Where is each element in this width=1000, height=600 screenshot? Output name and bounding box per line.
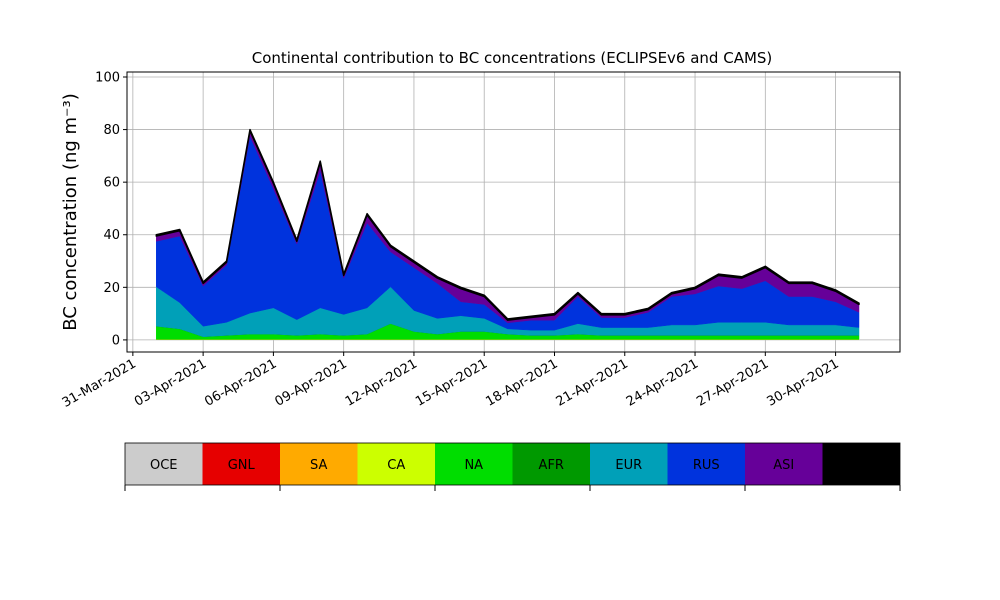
legend-swatch [512,443,590,485]
y-tick-label: 100 [95,70,120,85]
legend-label: ASI [773,458,794,473]
legend-swatch [280,443,358,485]
chart-title: Continental contribution to BC concentra… [252,49,773,67]
legend-frame [124,442,901,486]
legend-swatch [822,443,900,485]
y-axis-label: BC concentration (ng m⁻³) [60,93,81,331]
area [155,128,860,321]
legend-label: CA [387,458,405,473]
legend-label: EUR [615,458,642,473]
plot-frame [126,71,901,353]
legend-label: AFR [539,458,564,473]
legend-label: RUS [693,458,720,473]
legend-label: AUS [848,458,875,473]
y-tick-label: 40 [103,228,120,243]
y-tick-label: 80 [103,123,120,138]
legend-label: OCE [150,458,178,473]
y-tick-label: 0 [112,333,120,348]
legend-swatch [202,443,280,485]
legend-swatch [590,443,668,485]
legend-label: SA [310,458,327,473]
legend-swatch [435,443,513,485]
y-tick-label: 60 [103,176,120,191]
legend-swatch [745,443,823,485]
legend-swatch [667,443,745,485]
legend-label: GNL [228,458,256,473]
legend-swatch [357,443,435,485]
legend-label: NA [464,458,483,473]
legend-swatch [125,443,203,485]
y-tick-label: 20 [103,281,120,296]
